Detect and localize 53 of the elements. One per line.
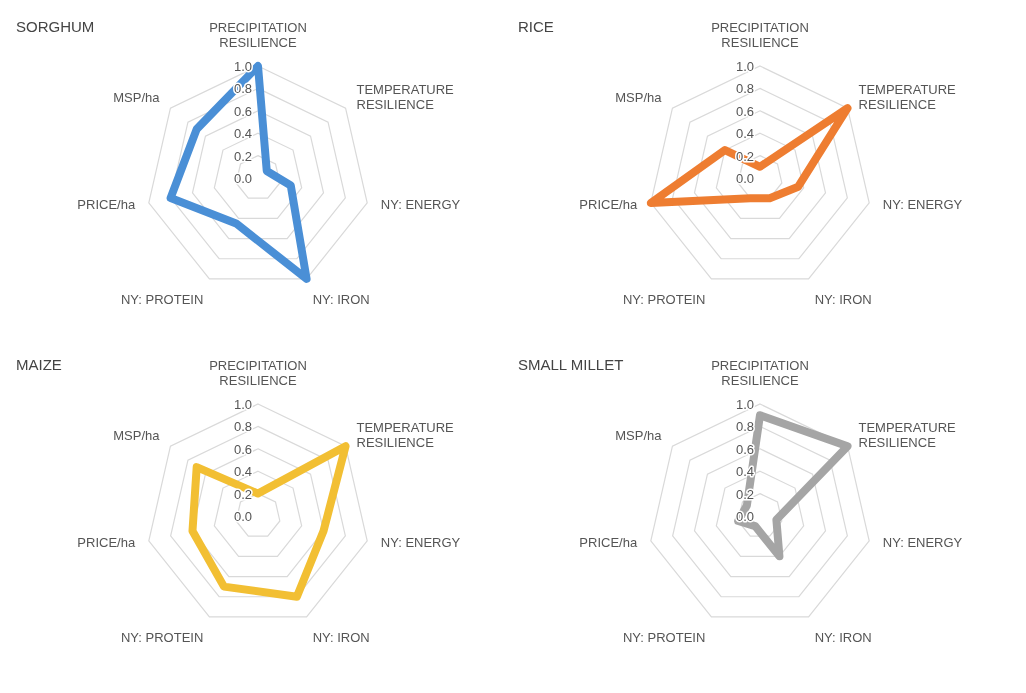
spoke-label: NY: IRON bbox=[312, 291, 370, 307]
spoke-label: NY: PROTEIN bbox=[120, 291, 204, 307]
y-tick-label: 0.0 bbox=[735, 171, 754, 186]
y-tick-label: 0.8 bbox=[735, 419, 754, 435]
chart-title: RICE bbox=[518, 18, 554, 35]
spoke-label: PRECIPITATION RESILIENCE bbox=[711, 20, 809, 50]
y-tick-label: 0.0 bbox=[233, 171, 252, 186]
y-tick-label: 0.8 bbox=[233, 419, 252, 435]
spoke-label: NY: ENERGY bbox=[380, 196, 461, 212]
y-tick-label: 1.0 bbox=[233, 397, 252, 412]
spoke-label: PRECIPITATION RESILIENCE bbox=[209, 358, 307, 388]
y-tick-label: 1.0 bbox=[735, 59, 754, 74]
spoke-label: NY: IRON bbox=[814, 629, 872, 645]
spoke-label: NY: PROTEIN bbox=[120, 629, 204, 645]
y-tick-label: 1.0 bbox=[233, 59, 252, 74]
y-tick-label: 1.0 bbox=[735, 397, 754, 412]
spoke-label: NY: ENERGY bbox=[882, 196, 963, 212]
chart-title: MAIZE bbox=[16, 356, 62, 373]
spoke-label: TEMPERATURE RESILIENCE bbox=[858, 82, 957, 113]
spoke-label: TEMPERATURE RESILIENCE bbox=[858, 420, 957, 451]
spoke-label: PRICE/ha bbox=[579, 534, 638, 550]
spoke-label: NY: ENERGY bbox=[882, 534, 963, 550]
spoke-label: NY: PROTEIN bbox=[622, 629, 706, 645]
y-tick-label: 0.6 bbox=[735, 441, 754, 457]
y-tick-label: 0.6 bbox=[735, 103, 754, 119]
spoke-label: TEMPERATURE RESILIENCE bbox=[356, 420, 455, 451]
spoke-label: PRECIPITATION RESILIENCE bbox=[209, 20, 307, 50]
spoke-label: NY: PROTEIN bbox=[622, 291, 706, 307]
spoke-label: NY: IRON bbox=[312, 629, 370, 645]
chart-title: SMALL MILLET bbox=[518, 356, 624, 373]
y-tick-label: 0.2 bbox=[233, 486, 252, 502]
y-tick-label: 0.6 bbox=[233, 103, 252, 119]
y-tick-label: 0.4 bbox=[735, 464, 754, 480]
spoke-label: PRICE/ha bbox=[579, 196, 638, 212]
spoke-label: NY: IRON bbox=[814, 291, 872, 307]
y-tick-label: 0.4 bbox=[233, 126, 252, 142]
chart-title: SORGHUM bbox=[16, 18, 95, 35]
spoke-label: MSP/ha bbox=[113, 89, 161, 105]
spoke-label: MSP/ha bbox=[615, 427, 663, 443]
y-tick-label: 0.6 bbox=[233, 441, 252, 457]
spoke-label: MSP/ha bbox=[113, 427, 161, 443]
spoke-label: PRECIPITATION RESILIENCE bbox=[711, 358, 809, 388]
spoke-label: PRICE/ha bbox=[77, 196, 136, 212]
spoke-label: PRICE/ha bbox=[77, 534, 136, 550]
y-tick-label: 0.2 bbox=[233, 148, 252, 164]
y-tick-label: 0.4 bbox=[735, 126, 754, 142]
y-tick-label: 0.0 bbox=[233, 509, 252, 524]
spoke-label: MSP/ha bbox=[615, 89, 663, 105]
y-tick-label: 0.4 bbox=[233, 464, 252, 480]
y-tick-label: 0.2 bbox=[735, 486, 754, 502]
y-tick-label: 0.8 bbox=[735, 81, 754, 97]
spoke-label: TEMPERATURE RESILIENCE bbox=[356, 82, 455, 113]
spoke-label: NY: ENERGY bbox=[380, 534, 461, 550]
